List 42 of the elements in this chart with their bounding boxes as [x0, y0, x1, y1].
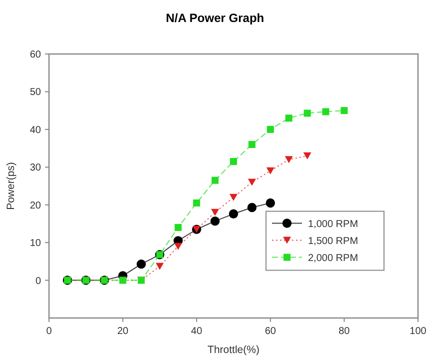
x-tick-label: 100 — [410, 326, 427, 337]
y-tick-label: 60 — [30, 50, 42, 60]
point — [266, 198, 275, 208]
point — [156, 262, 164, 270]
y-tick-label: 0 — [35, 276, 42, 287]
point — [248, 178, 256, 186]
point — [210, 216, 220, 226]
y-axis-title: Power(ps) — [5, 162, 17, 210]
point — [136, 259, 146, 269]
point — [230, 158, 237, 165]
x-tick-label: 60 — [264, 326, 276, 337]
point — [340, 107, 348, 114]
x-axis-title: Throttle(%) — [208, 344, 260, 356]
point — [248, 141, 256, 148]
y-tick-label: 40 — [30, 124, 42, 136]
y-tick-label: 10 — [30, 238, 42, 250]
y-tick-label: 50 — [30, 87, 42, 98]
point — [285, 114, 292, 122]
y-tick-label: 30 — [30, 162, 42, 174]
point — [212, 176, 219, 184]
point — [211, 208, 220, 216]
y-tick-label: 20 — [30, 200, 42, 212]
x-tick-label: 0 — [46, 326, 52, 337]
point — [174, 242, 182, 250]
legend-label: 2,000 RPM — [308, 252, 358, 264]
point — [230, 194, 238, 201]
point — [284, 156, 293, 164]
point — [174, 224, 182, 231]
x-tick-label: 40 — [191, 326, 203, 337]
legend-label: 1,500 RPM — [308, 236, 358, 247]
point — [193, 199, 200, 206]
point — [303, 152, 312, 160]
chart-title: N/A Power Graph — [166, 11, 264, 25]
point — [247, 202, 257, 212]
point — [266, 126, 274, 133]
point — [228, 209, 238, 219]
legend-label: 1,000 RPM — [308, 218, 358, 230]
x-tick-label: 80 — [338, 326, 350, 337]
x-tick-label: 20 — [117, 326, 129, 337]
point — [266, 167, 274, 174]
point — [304, 110, 311, 117]
point — [322, 108, 330, 116]
